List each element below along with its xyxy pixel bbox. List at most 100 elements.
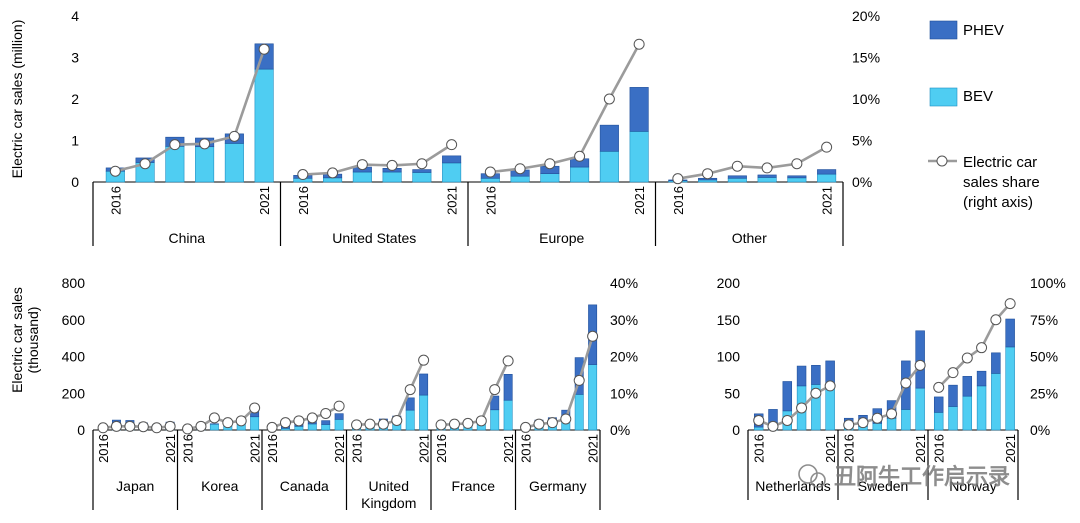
- share-marker: [933, 381, 945, 393]
- y2-tick-label: 25%: [1030, 385, 1058, 401]
- share-marker: [544, 158, 556, 170]
- phev-bar: [405, 397, 415, 411]
- bev-bar: [405, 409, 415, 431]
- bev-bar: [294, 426, 304, 431]
- bev-bar: [599, 150, 619, 183]
- y-axis-title: (thousand): [25, 307, 41, 374]
- share-marker: [228, 130, 240, 142]
- bev-bar: [976, 385, 987, 431]
- share-marker: [475, 415, 487, 427]
- year-label: 2016: [842, 434, 857, 463]
- bev-bar: [817, 173, 837, 183]
- share-marker: [731, 160, 743, 172]
- phev-bar: [976, 370, 987, 387]
- bev-bar: [323, 177, 343, 183]
- share-marker: [533, 418, 545, 430]
- phev-bar: [419, 373, 429, 396]
- category-label: Norway: [949, 478, 996, 494]
- legend-share-label: (right axis): [963, 194, 1033, 211]
- share-marker: [208, 412, 220, 424]
- year-label: 2016: [96, 434, 111, 463]
- share-marker: [914, 359, 926, 371]
- bev-bar: [698, 179, 718, 183]
- share-marker: [195, 420, 207, 432]
- y-tick-label: 0: [77, 422, 85, 438]
- share-marker: [109, 165, 121, 177]
- year-label: 2016: [434, 434, 449, 463]
- y-tick-label: 1: [71, 133, 79, 149]
- category-label: Canada: [280, 478, 329, 494]
- year-label: 2016: [350, 434, 365, 463]
- bev-bar: [962, 395, 973, 431]
- phev-bar: [412, 169, 432, 173]
- share-marker: [843, 419, 855, 431]
- panel-bottom-right: 0 50 100 150 200 0% 25% 50% 75% 100% 2016 2021 Nethe…: [717, 275, 1066, 500]
- bev-bar: [250, 416, 260, 431]
- bev-bar: [574, 394, 584, 431]
- year-label: 2021: [632, 186, 647, 215]
- share-marker: [587, 330, 599, 342]
- y-tick-label: 0: [71, 174, 79, 190]
- share-marker: [279, 417, 291, 429]
- bev-bar: [442, 162, 462, 183]
- bev-bar: [307, 423, 317, 431]
- share-marker: [404, 384, 416, 396]
- share-marker: [603, 93, 615, 105]
- year-label: 2016: [181, 434, 196, 463]
- bev-bar: [419, 394, 429, 431]
- share-marker: [333, 400, 345, 412]
- bev-bar: [321, 424, 331, 431]
- share-marker: [297, 169, 309, 181]
- category-label: United: [369, 478, 409, 494]
- bev-bar: [991, 373, 1001, 431]
- year-label: 2016: [483, 186, 498, 215]
- wechat-icon-bubble: [810, 472, 826, 488]
- phev-bar: [334, 413, 344, 420]
- year-label: 2021: [257, 186, 272, 215]
- phev-bar: [796, 365, 807, 387]
- bev-bar: [757, 177, 777, 183]
- share-marker: [169, 139, 181, 151]
- share-marker: [320, 407, 332, 419]
- year-label: 2016: [108, 186, 123, 215]
- y-tick-label: 200: [62, 385, 86, 401]
- bev-bar: [209, 423, 219, 431]
- category-label: China: [168, 230, 205, 246]
- share-marker: [560, 413, 572, 425]
- share-marker: [886, 408, 898, 420]
- share-marker: [418, 354, 430, 366]
- share-marker: [182, 423, 194, 435]
- year-label: 2021: [501, 434, 516, 463]
- category-label: Kingdom: [361, 495, 416, 511]
- y2-tick-label: 50%: [1030, 349, 1058, 365]
- y2-tick-label: 5%: [852, 133, 872, 149]
- share-marker: [258, 43, 270, 55]
- year-label: 2016: [752, 434, 767, 463]
- phev-bar: [757, 174, 777, 178]
- phev-bar: [599, 124, 619, 152]
- phev-bar: [1005, 318, 1015, 348]
- year-label: 2021: [163, 434, 178, 463]
- share-marker: [164, 420, 176, 432]
- phev-bar: [787, 175, 807, 179]
- share-marker: [1004, 298, 1016, 310]
- share-marker: [871, 412, 883, 424]
- y2-tick-label: 0%: [1030, 422, 1050, 438]
- share-marker: [377, 418, 389, 430]
- share-marker: [462, 417, 474, 429]
- year-label: 2021: [1003, 434, 1018, 463]
- y-tick-label: 3: [71, 50, 79, 66]
- year-label: 2016: [265, 434, 280, 463]
- bev-bar: [540, 173, 560, 183]
- y2-tick-label: 40%: [610, 275, 638, 291]
- share-marker: [767, 420, 779, 432]
- share-marker: [976, 342, 988, 354]
- y-tick-label: 150: [717, 312, 741, 328]
- share-marker: [386, 159, 398, 171]
- share-marker: [990, 314, 1002, 326]
- share-marker: [824, 380, 836, 392]
- phev-bar: [915, 330, 925, 389]
- year-label: 2021: [417, 434, 432, 463]
- share-marker: [97, 422, 109, 434]
- y-tick-label: 0: [732, 422, 740, 438]
